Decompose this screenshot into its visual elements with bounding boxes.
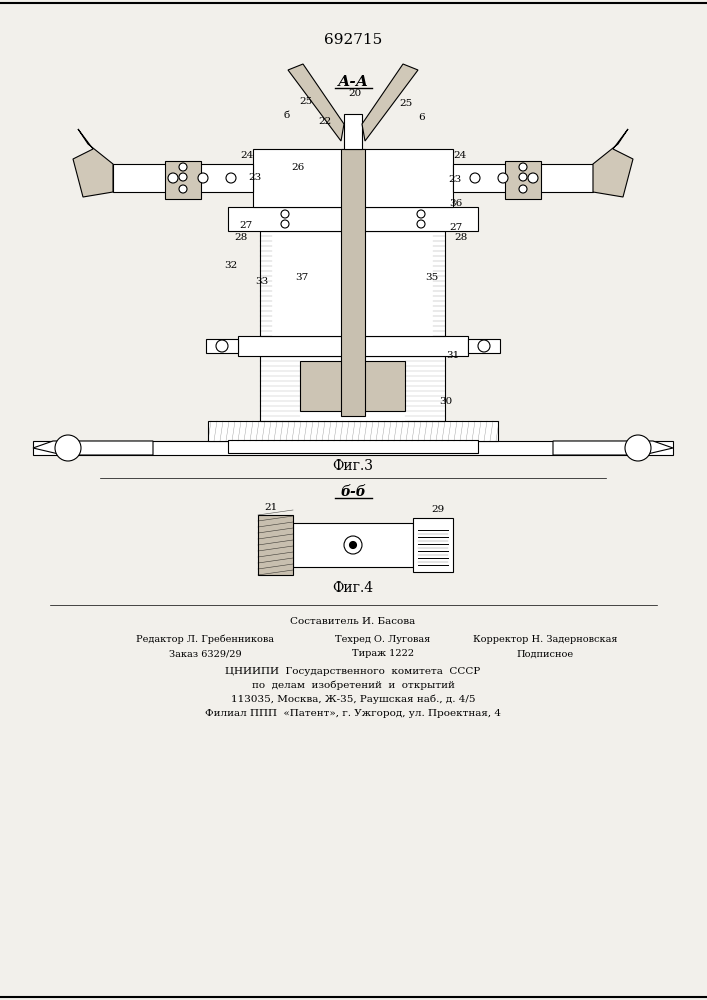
Text: 23: 23 <box>448 176 462 184</box>
Bar <box>238 336 468 356</box>
Circle shape <box>226 173 236 183</box>
Text: 29: 29 <box>431 506 445 514</box>
Circle shape <box>281 210 289 218</box>
Bar <box>468 339 500 353</box>
Text: по  делам  изобретений  и  открытий: по делам изобретений и открытий <box>252 680 455 690</box>
Text: Тираж 1222: Тираж 1222 <box>352 650 414 658</box>
Text: 31: 31 <box>446 351 460 360</box>
Text: 30: 30 <box>439 397 452 406</box>
Circle shape <box>168 173 178 183</box>
Text: Подписное: Подписное <box>516 650 573 658</box>
Text: Фиг.3: Фиг.3 <box>332 459 373 473</box>
Circle shape <box>498 173 508 183</box>
Bar <box>260 231 445 336</box>
Text: 33: 33 <box>255 277 269 286</box>
Text: 20: 20 <box>349 89 361 98</box>
Text: 21: 21 <box>264 502 278 512</box>
Text: 26: 26 <box>291 163 305 172</box>
Text: А-А: А-А <box>337 75 368 89</box>
Text: 36: 36 <box>450 198 462 208</box>
Circle shape <box>349 542 356 548</box>
Text: б-б: б-б <box>340 485 366 499</box>
Polygon shape <box>33 441 153 455</box>
Text: Фиг.4: Фиг.4 <box>332 581 373 595</box>
Bar <box>341 149 365 416</box>
Bar <box>206 339 238 353</box>
Text: 28: 28 <box>235 233 247 242</box>
Circle shape <box>519 185 527 193</box>
Circle shape <box>625 435 651 461</box>
Text: 25: 25 <box>399 100 413 108</box>
Circle shape <box>55 435 81 461</box>
Text: Техред О. Луговая: Техред О. Луговая <box>335 635 431 644</box>
Bar <box>293 523 413 567</box>
Text: 32: 32 <box>224 260 238 269</box>
Bar <box>300 361 406 411</box>
Circle shape <box>519 173 527 181</box>
Circle shape <box>216 340 228 352</box>
Polygon shape <box>362 64 418 141</box>
Text: 6: 6 <box>419 112 426 121</box>
Circle shape <box>179 163 187 171</box>
Polygon shape <box>73 129 113 197</box>
Bar <box>344 114 362 149</box>
Bar <box>253 149 453 207</box>
Text: 27: 27 <box>240 221 252 230</box>
Text: Филиал ППП  «Патент», г. Ужгород, ул. Проектная, 4: Филиал ППП «Патент», г. Ужгород, ул. Про… <box>205 708 501 718</box>
Text: Редактор Л. Гребенникова: Редактор Л. Гребенникова <box>136 634 274 644</box>
Text: 22: 22 <box>318 117 332 126</box>
Bar <box>260 356 445 421</box>
Text: 692715: 692715 <box>324 33 382 47</box>
Text: 37: 37 <box>296 273 309 282</box>
Circle shape <box>179 185 187 193</box>
Text: Заказ 6329/29: Заказ 6329/29 <box>169 650 241 658</box>
Circle shape <box>470 173 480 183</box>
Bar <box>413 518 453 572</box>
Bar <box>505 161 541 199</box>
Text: 28: 28 <box>455 233 467 242</box>
Text: 113035, Москва, Ж-35, Раушская наб., д. 4/5: 113035, Москва, Ж-35, Раушская наб., д. … <box>230 694 475 704</box>
Bar <box>228 440 478 453</box>
Circle shape <box>179 173 187 181</box>
Bar <box>113 164 253 192</box>
Circle shape <box>281 220 289 228</box>
Circle shape <box>417 210 425 218</box>
Text: 23: 23 <box>248 174 262 182</box>
Circle shape <box>478 340 490 352</box>
Text: б: б <box>284 110 290 119</box>
Polygon shape <box>288 64 344 141</box>
Polygon shape <box>553 441 673 455</box>
Bar <box>228 207 478 231</box>
Bar <box>33 441 673 455</box>
Text: Составитель И. Басова: Составитель И. Басова <box>291 617 416 626</box>
Bar <box>258 515 293 575</box>
Bar <box>453 164 593 192</box>
Circle shape <box>417 220 425 228</box>
Text: 25: 25 <box>299 98 312 106</box>
Circle shape <box>198 173 208 183</box>
Bar <box>165 161 201 199</box>
Circle shape <box>528 173 538 183</box>
Text: ЦНИИПИ  Государственного  комитета  СССР: ЦНИИПИ Государственного комитета СССР <box>226 666 481 676</box>
Text: 24: 24 <box>453 150 467 159</box>
Bar <box>208 421 498 441</box>
Text: 35: 35 <box>426 273 438 282</box>
Text: 24: 24 <box>240 150 254 159</box>
Text: Корректор Н. Задерновская: Корректор Н. Задерновская <box>473 635 617 644</box>
Text: 27: 27 <box>450 223 462 232</box>
Circle shape <box>344 536 362 554</box>
Polygon shape <box>593 129 633 197</box>
Circle shape <box>519 163 527 171</box>
